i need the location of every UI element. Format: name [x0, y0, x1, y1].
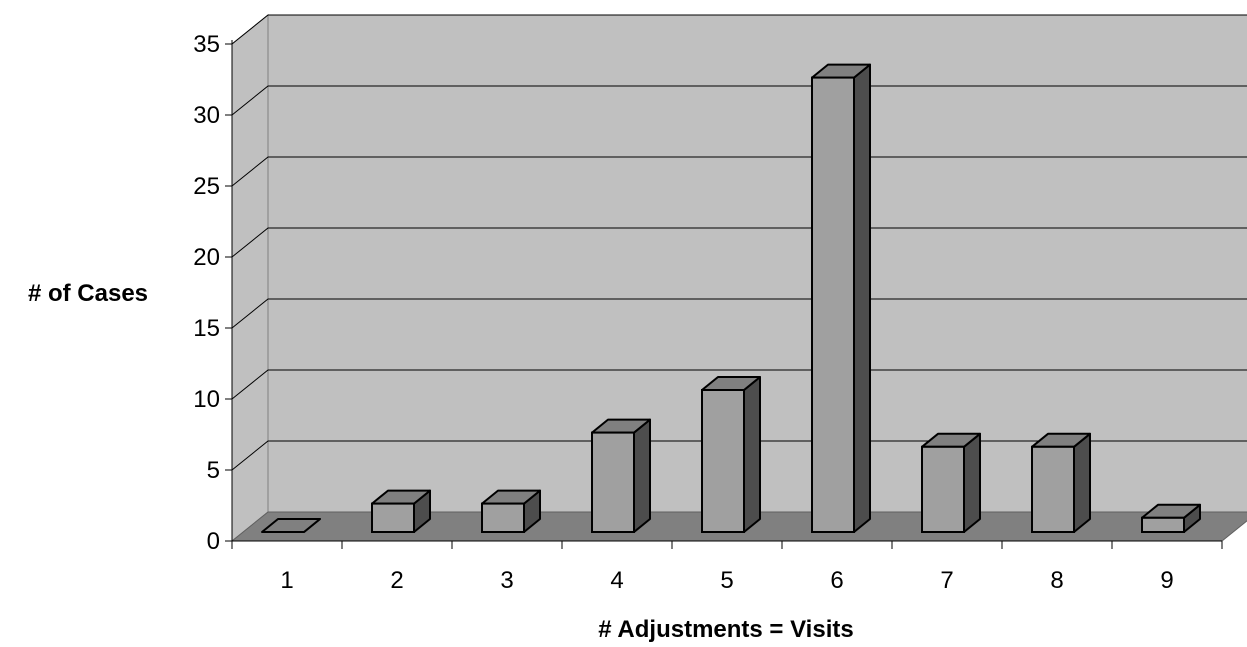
gridline [231, 298, 1247, 329]
y-tick-label: 20 [193, 244, 220, 271]
bar [261, 518, 321, 533]
y-tick-label: 15 [193, 315, 220, 342]
gridline [231, 85, 1247, 116]
x-tick-label: 6 [830, 567, 843, 594]
y-tick-label: 35 [193, 31, 220, 58]
bar-side-face [633, 418, 651, 533]
bar-side-face [743, 376, 761, 533]
bar-front-face [371, 502, 415, 534]
bar [921, 432, 981, 533]
x-tick-label: 8 [1050, 567, 1063, 594]
y-tick-label: 25 [193, 173, 220, 200]
x-tick-label: 7 [940, 567, 953, 594]
bars [261, 63, 1201, 534]
bar-side-face [963, 432, 981, 533]
gridline [231, 227, 1247, 258]
y-tick-label: 30 [193, 102, 220, 129]
x-tick-label: 4 [610, 567, 623, 594]
bar [701, 376, 761, 533]
y-axis-title: # of Cases [28, 280, 148, 307]
y-tick-labels: 0 5 10 15 20 25 30 35 [193, 31, 220, 555]
bar [811, 63, 871, 533]
bar [1141, 503, 1201, 533]
x-tick-label: 9 [1160, 567, 1173, 594]
bar-front-face [811, 76, 855, 533]
bar-front-face [481, 502, 525, 534]
x-tick-labels: 1 2 3 4 5 6 7 8 9 [280, 567, 1173, 594]
gridline [231, 14, 1247, 45]
bar [481, 489, 541, 534]
side-wall [231, 13, 269, 543]
bar-front-face [1141, 516, 1185, 533]
y-tick-label: 10 [193, 386, 220, 413]
x-axis-title: # Adjustments = Visits [598, 616, 853, 643]
x-tick-label: 3 [500, 567, 513, 594]
gridline [231, 369, 1247, 400]
bar-front-face [701, 389, 745, 533]
x-tick-label: 1 [280, 567, 293, 594]
gridline [231, 156, 1247, 187]
y-tick-label: 0 [207, 528, 220, 555]
bar-top-face [261, 518, 321, 533]
x-tick-label: 2 [390, 567, 403, 594]
bar-front-face [921, 445, 965, 533]
y-tick-label: 5 [207, 457, 220, 484]
bar [1031, 432, 1091, 533]
chart-axes [225, 40, 1223, 549]
bar-side-face [1073, 432, 1091, 533]
bar [371, 489, 431, 534]
x-tick-label: 5 [720, 567, 733, 594]
bar-front-face [1031, 445, 1075, 533]
gridlines [231, 14, 1247, 471]
bar-side-face [853, 63, 871, 533]
bar-front-face [591, 431, 635, 534]
bar [591, 418, 651, 534]
